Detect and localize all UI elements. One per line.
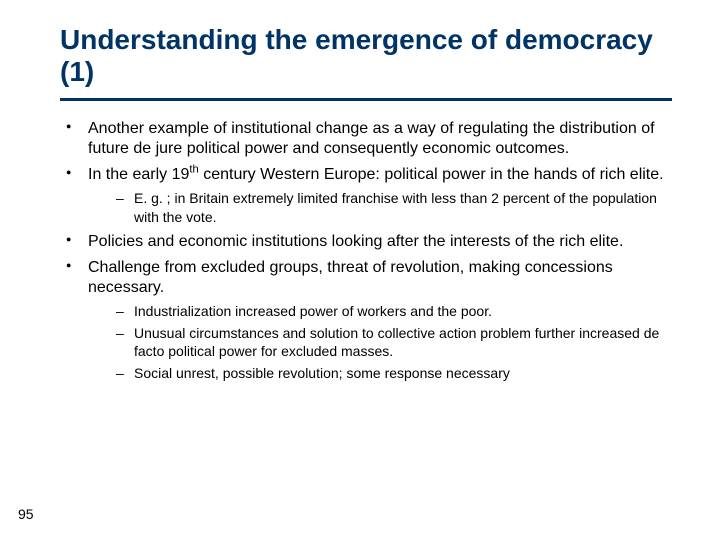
sub-bullet-text: E. g. ; in Britain extremely limited fra… [134,190,657,224]
sub-bullet-list: E. g. ; in Britain extremely limited fra… [88,189,672,225]
bullet-list: Another example of institutional change … [60,119,672,382]
slide: Understanding the emergence of democracy… [0,0,720,540]
page-number: 95 [18,506,34,522]
bullet-text-part: In the early 19 [88,166,189,183]
sub-bullet-item: Unusual circumstances and solution to co… [112,324,672,360]
bullet-item: Another example of institutional change … [60,119,672,159]
sub-bullet-list: Industrialization increased power of wor… [88,302,672,383]
sub-bullet-text: Industrialization increased power of wor… [134,303,492,319]
bullet-text: Challenge from excluded groups, threat o… [88,259,613,296]
bullet-item: In the early 19th century Western Europe… [60,165,672,225]
bullet-text: Another example of institutional change … [88,120,655,157]
superscript: th [189,164,198,176]
slide-title: Understanding the emergence of democracy… [60,24,672,88]
sub-bullet-item: E. g. ; in Britain extremely limited fra… [112,189,672,225]
sub-bullet-text: Social unrest, possible revolution; some… [134,365,510,381]
sub-bullet-item: Social unrest, possible revolution; some… [112,364,672,382]
sub-bullet-item: Industrialization increased power of wor… [112,302,672,320]
title-rule [60,98,672,101]
bullet-text: Policies and economic institutions looki… [88,233,623,250]
bullet-item: Policies and economic institutions looki… [60,232,672,252]
bullet-text-part: century Western Europe: political power … [199,166,664,183]
bullet-item: Challenge from excluded groups, threat o… [60,258,672,383]
sub-bullet-text: Unusual circumstances and solution to co… [134,325,659,359]
